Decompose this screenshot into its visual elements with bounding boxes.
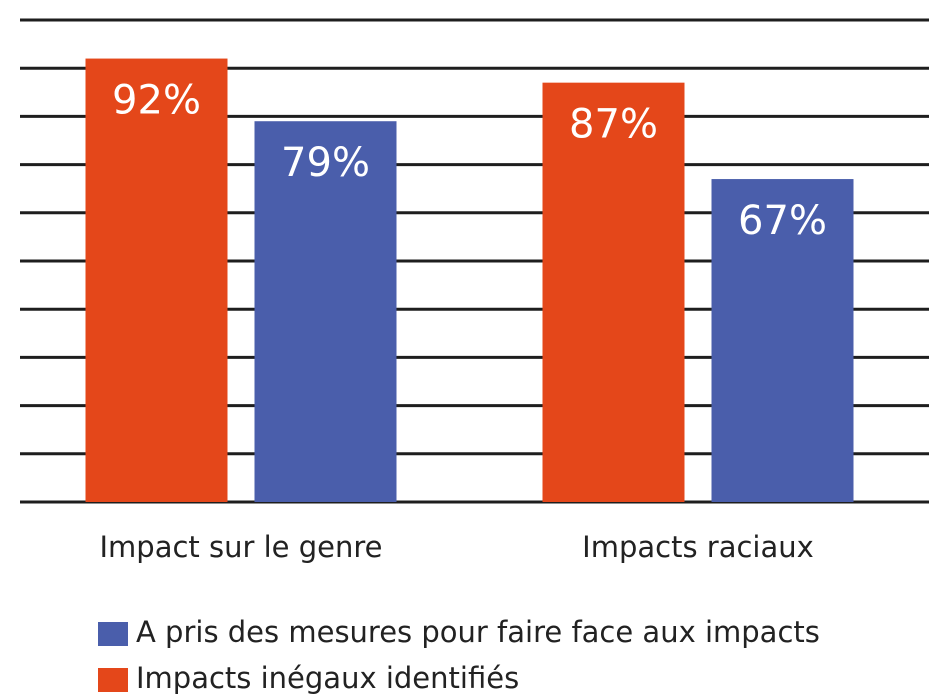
legend-swatch (98, 622, 128, 646)
bar (254, 121, 397, 502)
legend-label: Impacts inégaux identifiés (136, 661, 519, 695)
value-label: 79% (281, 140, 370, 186)
legend-label: A pris des mesures pour faire face aux i… (136, 615, 820, 649)
value-label: 67% (738, 198, 827, 244)
bar (85, 58, 228, 503)
x-tick-label: Impacts raciaux (582, 530, 814, 564)
legend-swatch (98, 668, 128, 692)
value-label: 87% (569, 102, 658, 148)
bar (711, 179, 854, 502)
bar (542, 82, 685, 502)
x-tick-label: Impact sur le genre (99, 530, 382, 564)
value-label: 92% (112, 78, 201, 124)
